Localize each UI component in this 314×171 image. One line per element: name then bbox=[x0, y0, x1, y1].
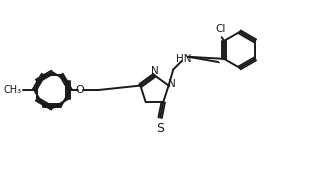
Text: S: S bbox=[156, 122, 164, 135]
Text: HN: HN bbox=[176, 54, 192, 64]
Text: O: O bbox=[76, 85, 84, 95]
Text: CH₃: CH₃ bbox=[4, 85, 22, 95]
Text: Cl: Cl bbox=[216, 24, 226, 34]
Circle shape bbox=[215, 26, 261, 71]
Text: N: N bbox=[151, 66, 158, 76]
Text: N: N bbox=[168, 79, 176, 89]
